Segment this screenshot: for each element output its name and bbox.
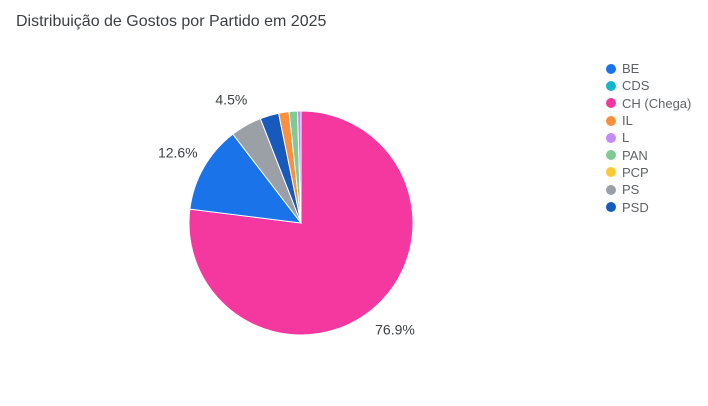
legend-marker-icon (606, 184, 616, 195)
legend-item[interactable]: CDS (606, 77, 691, 94)
legend-marker-icon (606, 115, 616, 126)
slice-label: 4.5% (215, 91, 247, 107)
legend-label: PS (622, 182, 640, 198)
legend-item[interactable]: PCP (606, 164, 691, 181)
chart-title: Distribuição de Gostos por Partido em 20… (16, 13, 327, 30)
legend-marker-icon (606, 202, 616, 213)
legend-item[interactable]: PSD (606, 198, 691, 215)
legend-item[interactable]: BE (606, 60, 691, 77)
legend-item[interactable]: L (606, 129, 691, 146)
legend-label: L (622, 130, 630, 146)
legend-label: CH (Chega) (622, 95, 692, 111)
slice-label: 12.6% (158, 144, 198, 160)
slice-label: 76.9% (375, 321, 415, 337)
legend-label: IL (622, 113, 633, 129)
legend-marker-icon (606, 132, 616, 143)
legend-item[interactable]: IL (606, 112, 691, 129)
legend-label: PSD (622, 199, 649, 215)
legend-label: PCP (622, 164, 649, 180)
legend: BE CDS CH (Chega) IL L PAN PCP PS PSD (606, 60, 691, 216)
legend-marker-icon (606, 80, 616, 91)
legend-item[interactable]: PAN (606, 146, 691, 163)
legend-marker-icon (606, 98, 616, 109)
legend-marker-icon (606, 167, 616, 178)
pie-slice-be[interactable] (189, 133, 303, 224)
legend-label: BE (622, 61, 640, 77)
legend-marker-icon (606, 63, 616, 74)
legend-marker-icon (606, 150, 616, 161)
legend-label: CDS (622, 78, 650, 94)
legend-label: PAN (622, 147, 648, 163)
legend-item[interactable]: CH (Chega) (606, 95, 691, 112)
legend-item[interactable]: PS (606, 181, 691, 198)
pie-slice-l[interactable] (296, 110, 302, 224)
